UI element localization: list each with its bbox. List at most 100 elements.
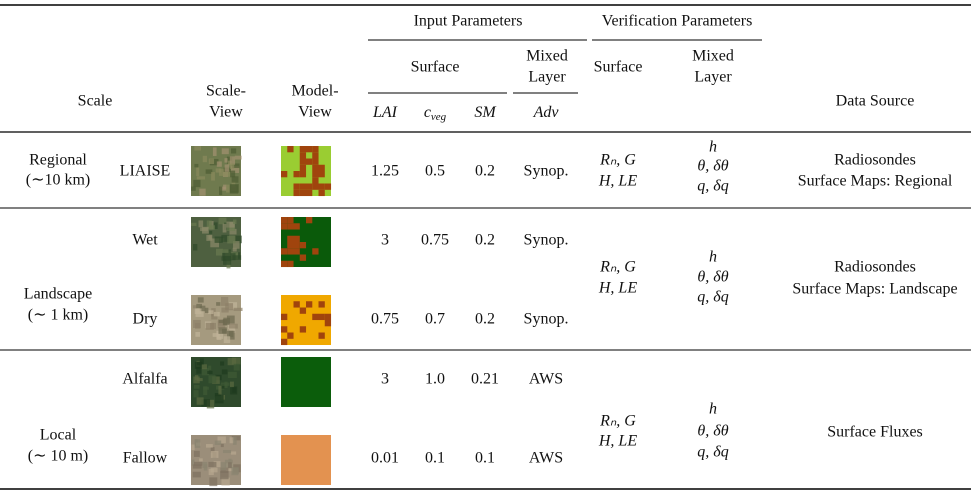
model-view-image: [281, 435, 331, 485]
data-source: Surface Maps: Landscape: [792, 281, 957, 298]
cell: [293, 242, 300, 249]
texture: [231, 176, 239, 183]
texture: [216, 161, 222, 167]
verification-mixed: θ, δθ: [697, 269, 728, 286]
texture: [205, 322, 214, 330]
cell: [287, 260, 294, 268]
cell: [324, 313, 332, 321]
site-name: Fallow: [123, 450, 168, 467]
verification-surface: H, LE: [598, 433, 637, 450]
cell: [318, 301, 325, 308]
data-source: Surface Maps: Regional: [798, 173, 953, 190]
cell: [312, 146, 319, 153]
cell-value: 0.75: [371, 311, 399, 328]
texture: [222, 223, 227, 233]
texture: [220, 462, 227, 471]
symbol-base: SM: [474, 104, 497, 121]
cell-value: Synop.: [524, 163, 569, 180]
data-source: Radiosondes: [834, 152, 916, 169]
verification-surface: Rₙ, G: [599, 413, 636, 430]
texture: [206, 220, 212, 229]
scale-label: (∼10 km): [26, 172, 91, 189]
texture: [193, 390, 199, 398]
header: Surface: [411, 59, 460, 76]
texture: [224, 164, 230, 172]
cell: [306, 158, 313, 165]
texture: [216, 330, 224, 339]
cell-value: 0.1: [425, 450, 445, 467]
texture: [199, 305, 206, 312]
texture: [228, 462, 232, 469]
texture: [194, 308, 202, 314]
texture: [194, 461, 203, 466]
cell: [293, 248, 300, 255]
texture: [220, 467, 229, 473]
texture: [229, 183, 239, 193]
cell: [324, 320, 332, 327]
texture: [208, 461, 217, 468]
texture: [202, 226, 209, 234]
site-name: Wet: [132, 232, 158, 249]
texture: [227, 371, 237, 379]
texture: [198, 220, 204, 228]
symbol-base: Adv: [533, 104, 560, 121]
texture: [229, 330, 234, 338]
texture: [230, 148, 237, 154]
cell: [318, 313, 325, 321]
texture: [212, 333, 220, 337]
texture: [196, 303, 202, 309]
cell: [299, 307, 307, 314]
texture: [203, 386, 208, 396]
cell: [312, 152, 319, 159]
texture: [194, 439, 201, 448]
cell: [287, 242, 294, 249]
texture: [199, 358, 204, 365]
header: Mixed: [526, 48, 568, 65]
texture: [227, 235, 236, 244]
cell: [299, 171, 307, 178]
texture: [206, 234, 213, 241]
texture: [211, 172, 215, 181]
header: Layer: [528, 69, 566, 86]
texture: [220, 297, 229, 306]
texture: [193, 450, 200, 457]
site-name: Alfalfa: [122, 371, 167, 388]
texture: [209, 477, 218, 487]
texture: [206, 399, 215, 409]
texture: [192, 243, 198, 251]
texture: [192, 305, 198, 309]
texture: [229, 437, 235, 444]
texture: [226, 221, 235, 228]
cell: [287, 146, 294, 153]
texture: [218, 327, 227, 334]
cell: [293, 235, 300, 243]
texture: [231, 357, 241, 365]
texture: [232, 436, 237, 445]
cell: [299, 326, 307, 333]
cell: [318, 183, 325, 190]
texture: [201, 367, 210, 376]
texture: [231, 467, 239, 476]
texture: [215, 248, 223, 256]
texture: [194, 163, 199, 168]
header: Data Source: [836, 93, 915, 110]
symbol-base: c: [424, 104, 431, 121]
cell-value: 0.01: [371, 450, 399, 467]
cell-value: 0.21: [471, 371, 499, 388]
texture: [202, 461, 208, 469]
cell-value: 3: [381, 232, 389, 249]
cell-value: 1.0: [425, 371, 445, 388]
cell: [299, 152, 307, 159]
texture: [192, 464, 202, 469]
cell: [287, 248, 294, 255]
verification-surface: H, LE: [598, 173, 637, 190]
verification-mixed: q, δq: [697, 289, 728, 306]
texture: [215, 394, 224, 404]
site-name: Dry: [133, 311, 158, 328]
cell: [312, 171, 319, 178]
texture: [216, 302, 221, 306]
texture: [222, 449, 232, 454]
cell: [293, 189, 300, 197]
texture: [233, 219, 237, 225]
texture: [193, 179, 201, 188]
